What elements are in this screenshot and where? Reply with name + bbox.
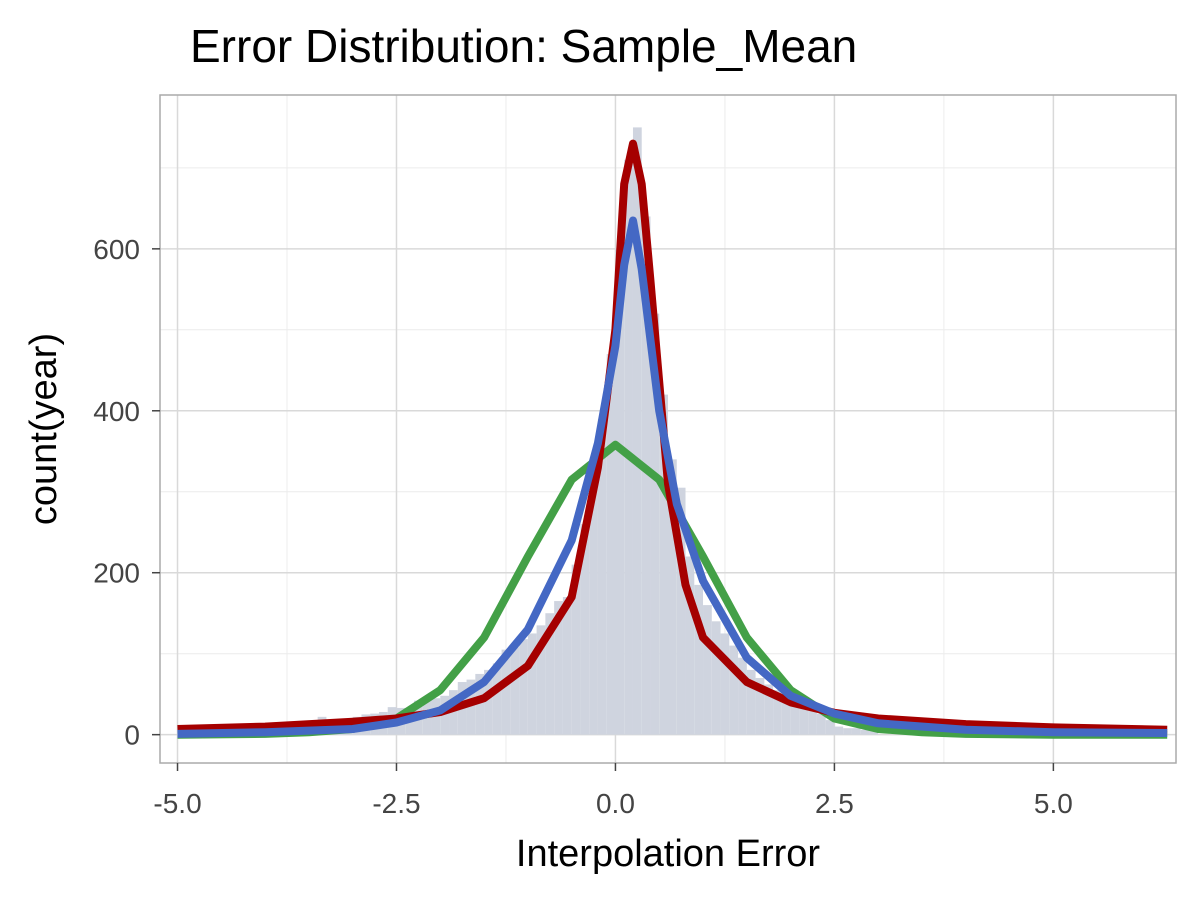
histogram-bar [632,127,642,735]
histogram-bar [519,639,528,735]
density-curves [177,139,1168,739]
histogram-bar [501,649,511,735]
histogram-bar [475,673,485,735]
histogram-bar [545,613,555,735]
y-tick-label: 0 [124,720,140,751]
histogram-bar [668,459,677,735]
histogram-bar [440,695,450,735]
histogram-bar [615,248,625,735]
y-tick-label: 600 [93,234,140,265]
histogram-bar [562,597,572,735]
x-tick-label: -5.0 [153,788,201,819]
histogram-bar [746,669,756,735]
x-axis-ticks: -5.0 -2.5 0.0 2.5 5.0 [153,763,1073,819]
histogram-bar [799,703,809,735]
histogram-bar [659,394,668,735]
histogram-bar [606,354,616,735]
histogram-bar [624,159,633,735]
histogram-bar [703,605,712,735]
plot-panel-border [159,94,1177,764]
histogram-bar [834,726,844,735]
histogram-bar [676,487,686,735]
x-tick-label: 0.0 [596,788,635,819]
histogram-bar [571,564,581,735]
histogram-bar [860,729,870,735]
histogram-bar [808,708,817,735]
histogram-bar [580,524,590,735]
histogram-bar [484,669,493,735]
histogram-bar [527,633,537,735]
y-tick-label: 200 [93,558,140,589]
chart-title: Error Distribution: Sample_Mean [190,20,857,72]
histogram-bar [773,690,782,735]
histogram-bar [510,647,520,735]
y-axis-title: count(year) [23,333,65,525]
histogram-bar [597,418,607,735]
histogram-bar [720,633,730,735]
histogram-bar [738,657,747,735]
histogram-bar [711,621,721,735]
histogram-bar [466,679,476,735]
histogram-bar [825,720,835,735]
histogram-bar [641,216,651,735]
histogram-bar [685,556,695,735]
histogram-bar [492,663,502,735]
histogram-bar [589,475,598,735]
histogram-bar [851,728,861,735]
histogram-bar [650,313,660,735]
y-tick-label: 400 [93,396,140,427]
histogram-bar [816,713,826,735]
histogram-bar [554,601,563,735]
histogram-bar [729,645,739,735]
y-axis-ticks: 0 200 400 600 [93,234,160,751]
histogram-bar [449,690,458,735]
histogram-bar [843,728,852,735]
histogram-bar [764,684,774,735]
x-tick-label: 5.0 [1034,788,1073,819]
histogram-bar [694,584,704,735]
histogram-bar [781,695,791,735]
x-axis-title: Interpolation Error [516,833,820,875]
x-tick-label: -2.5 [372,788,420,819]
density-curve-3 [177,216,1168,738]
histogram-bars [308,127,879,735]
histogram-bar [536,625,546,735]
x-tick-label: 2.5 [815,788,854,819]
histogram-bar [755,677,765,735]
histogram-bar [869,730,879,735]
histogram-bar [790,700,800,735]
